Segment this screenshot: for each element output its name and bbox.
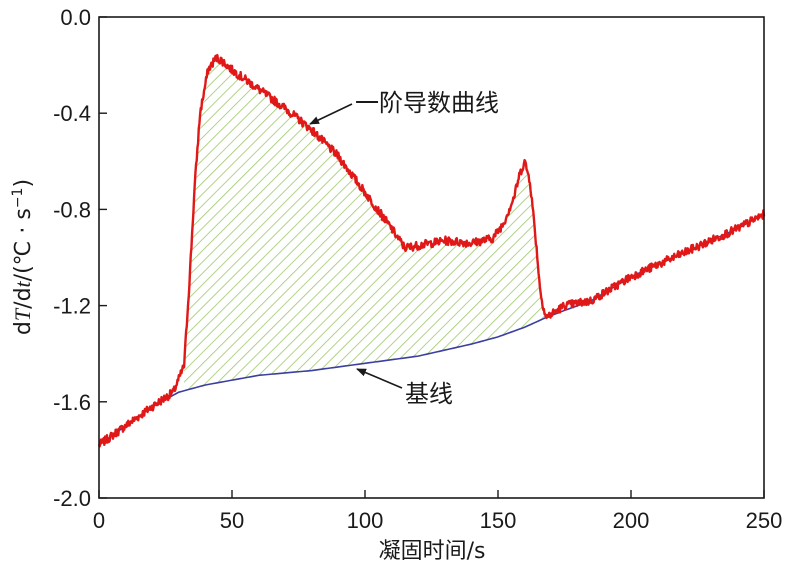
annotation-baseline-label: 基线 [405, 380, 453, 408]
x-axis-title: 凝固时间/s [379, 539, 486, 564]
y-axis-title-unit: /(℃ · s [11, 208, 36, 281]
y-axis-title-slash-d: /d [11, 287, 36, 308]
y-axis-title-d: d [11, 321, 36, 335]
x-tick-label: 150 [480, 508, 517, 533]
plot-frame [98, 16, 765, 499]
y-axis-title: dT/dt/(℃ · s−1) [10, 179, 36, 335]
y-axis-title-T: T [10, 307, 35, 321]
series-line-derivative [97, 53, 766, 448]
axis-ticks: 0 50 100 150 200 250 0.0 -0.4 -0.8 -1.2 -1.6 -2.0 [53, 5, 782, 533]
y-tick-label: -0.4 [53, 101, 91, 126]
annotation-arrow-derivative [309, 103, 353, 125]
x-tick-label: 200 [613, 508, 650, 533]
x-tick-label: 250 [746, 508, 783, 533]
y-axis-title-close: ) [11, 179, 36, 188]
y-tick-label: -1.2 [53, 294, 91, 319]
plot-area [97, 53, 766, 448]
y-axis-title-t: t [10, 280, 35, 287]
annotation-arrow-baseline [356, 368, 403, 389]
annotation-derivative-label: 一阶导数曲线 [355, 89, 499, 117]
y-tick-label: -0.8 [53, 197, 91, 222]
x-tick-label: 100 [347, 508, 384, 533]
x-tick-label: 50 [220, 508, 244, 533]
y-tick-label: -2.0 [53, 486, 91, 511]
y-axis-title-exponent: −1 [10, 188, 26, 209]
shaded-region [184, 57, 546, 391]
y-tick-label: 0.0 [60, 5, 91, 30]
x-tick-label: 0 [93, 508, 105, 533]
y-tick-label: -1.6 [53, 390, 91, 415]
